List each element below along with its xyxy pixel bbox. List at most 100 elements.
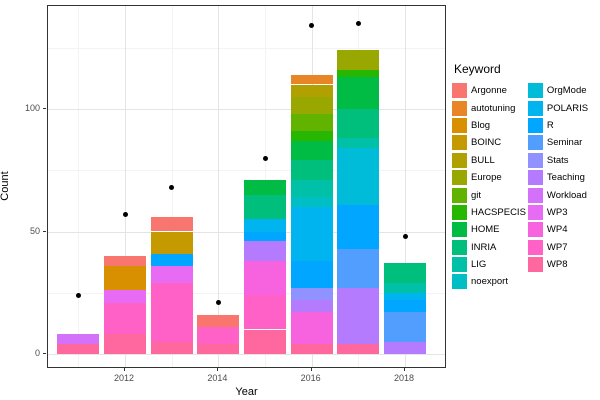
legend-item-Europe: Europe xyxy=(452,169,526,186)
gridline-minor-horizontal xyxy=(48,47,445,49)
bar-segment-2016-Teaching xyxy=(290,300,333,313)
legend-label: Stats xyxy=(546,154,569,166)
total-dot-2016 xyxy=(309,23,315,29)
legend-swatch-icon xyxy=(452,170,467,186)
y-tick-label: 100 xyxy=(24,103,40,113)
total-dot-2012 xyxy=(122,211,128,217)
bar-segment-2017-HOME xyxy=(337,77,380,109)
bar-segment-2015-WP7 xyxy=(244,295,286,330)
y-axis-title: Count xyxy=(0,171,11,201)
legend-label: BULL xyxy=(471,154,495,166)
bar-segment-2013-WP8 xyxy=(150,341,193,354)
legend-label: INRIA xyxy=(471,241,497,253)
bar-segment-2013-WP3 xyxy=(150,265,193,283)
legend-swatch-icon xyxy=(452,152,467,168)
legend-label: Seminar xyxy=(546,137,583,149)
legend-item-WP7: WP7 xyxy=(527,239,588,256)
legend-label: noexport xyxy=(471,276,508,288)
bar-segment-2014-WP8 xyxy=(197,344,240,354)
legend-label: POLARIS xyxy=(546,102,589,114)
legend-column: Argonne autotuning Blog BOINC BULL Europe git H… xyxy=(452,82,526,291)
x-axis-title: Year xyxy=(235,386,258,398)
bar-segment-2016-BULL xyxy=(290,84,333,97)
legend-label: WP7 xyxy=(546,241,568,253)
legend-swatch-icon xyxy=(527,170,543,186)
legend-swatch-icon xyxy=(527,239,543,255)
total-dot-2011 xyxy=(75,292,81,298)
gridline-major-horizontal xyxy=(48,354,445,355)
legend-label: Europe xyxy=(471,172,502,184)
bar-segment-2017-OrgMode xyxy=(337,148,380,205)
y-tickmark xyxy=(43,230,46,232)
bar-segment-2015-WP4 xyxy=(244,260,286,296)
legend-item-noexport: noexport xyxy=(452,273,526,290)
legend-label: Workload xyxy=(546,189,587,201)
bar-segment-2018-LIG xyxy=(384,282,427,293)
legend-columns: Argonne autotuning Blog BOINC BULL Europe git H… xyxy=(452,82,598,291)
bar-segment-2015-R xyxy=(244,231,286,242)
x-tickmark xyxy=(404,368,406,371)
bar-segment-2014-Argonne xyxy=(197,314,240,328)
legend-label: R xyxy=(546,119,554,131)
legend-item-POLARIS: POLARIS xyxy=(527,99,589,116)
x-tickmark xyxy=(124,368,125,371)
bar-segment-2013-R xyxy=(150,253,193,266)
legend-label: BOINC xyxy=(471,137,502,149)
legend-item-OrgMode: OrgMode xyxy=(527,82,588,99)
x-tick-label: 2018 xyxy=(394,373,415,383)
x-tick-label: 2012 xyxy=(113,373,135,383)
bar-segment-2016-HACSPECIS xyxy=(290,131,333,141)
bar-segment-2015-WP8 xyxy=(244,329,286,354)
gridline-minor-horizontal xyxy=(48,170,445,172)
legend-swatch-icon xyxy=(527,187,543,203)
total-dot-2015 xyxy=(262,155,268,161)
legend-label: HOME xyxy=(471,224,500,236)
bar-segment-2017-INRIA xyxy=(337,109,380,139)
legend-swatch-icon xyxy=(452,187,467,203)
legend-swatch-icon xyxy=(452,239,467,255)
legend-swatch-icon xyxy=(452,100,467,116)
legend-swatch-icon xyxy=(452,257,467,273)
legend-item-LIG: LIG xyxy=(452,256,526,273)
legend-item-INRIA: INRIA xyxy=(452,239,526,256)
legend-label: LIG xyxy=(471,259,487,271)
x-tickmark xyxy=(310,368,312,371)
bar-segment-2016-WP4 xyxy=(290,312,333,345)
bar-segment-2016-WP8 xyxy=(290,344,333,354)
y-tick-label: 50 xyxy=(29,225,40,236)
legend-label: Argonne xyxy=(471,85,507,97)
total-dot-2013 xyxy=(169,184,175,190)
bar-segment-2017-LIG xyxy=(337,138,380,149)
bar-segment-2016-INRIA xyxy=(290,160,333,181)
legend-label: Teaching xyxy=(546,172,585,184)
bar-segment-2012-WP7 xyxy=(104,302,146,335)
legend-swatch-icon xyxy=(452,222,467,238)
bar-segment-2013-Argonne xyxy=(150,216,193,232)
plot-panel xyxy=(47,5,446,368)
y-tickmark xyxy=(43,353,46,354)
bar-segment-2016-R xyxy=(290,260,333,288)
legend-swatch-icon xyxy=(527,135,543,151)
bar-segment-2015-Teaching xyxy=(244,241,286,261)
x-tick-label: 2016 xyxy=(300,373,321,383)
bar-segment-2017-R xyxy=(337,204,380,249)
legend-item-WP8: WP8 xyxy=(527,256,588,273)
bar-segment-2012-WP3 xyxy=(104,290,146,303)
bar-segment-2012-Argonne xyxy=(104,256,146,266)
bar-segment-2018-Seminar xyxy=(384,312,427,342)
legend-title: Keyword xyxy=(454,62,501,76)
legend-swatch-icon xyxy=(527,152,543,168)
legend-swatch-icon xyxy=(527,257,543,273)
legend-item-BOINC: BOINC xyxy=(452,134,526,151)
gridline-minor-vertical xyxy=(78,6,80,367)
total-dot-2018 xyxy=(402,233,408,239)
legend-label: OrgMode xyxy=(546,85,587,97)
bar-segment-2018-Teaching xyxy=(384,341,427,354)
bar-segment-2016-LIG xyxy=(290,180,333,198)
legend-column: OrgMode POLARIS R Seminar Stats Teaching Workl… xyxy=(527,82,589,291)
legend-label: autotuning xyxy=(471,102,516,114)
bar-segment-2014-WP7 xyxy=(197,327,240,345)
bar-segment-2016-Europe xyxy=(290,96,333,114)
y-tick-label: 0 xyxy=(34,348,40,358)
